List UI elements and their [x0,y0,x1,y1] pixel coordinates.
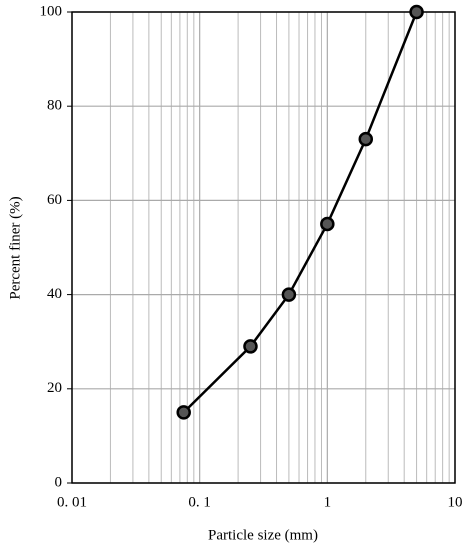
x-axis-title: Particle size (mm) [208,527,318,543]
x-tick-label: 0. 1 [188,494,211,510]
y-tick-label: 60 [47,192,62,208]
data-point [243,339,258,354]
y-tick-label: 0 [55,474,63,490]
data-line [182,11,418,414]
x-tick-label: 10 [448,494,463,510]
data-point [409,4,424,20]
x-tick-label: 1 [324,494,332,510]
data-point [176,405,191,420]
y-tick-label: 20 [47,380,62,396]
y-tick-label: 100 [40,3,63,19]
data-point [320,216,335,232]
x-tick-label: 0. 01 [57,494,87,510]
data-point [281,287,297,302]
plot-frame [71,11,456,484]
y-tick-label: 80 [47,98,62,114]
y-tick-label: 40 [47,286,62,302]
y-axis-title: Percent finer (%) [7,196,23,299]
data-point [358,131,374,147]
